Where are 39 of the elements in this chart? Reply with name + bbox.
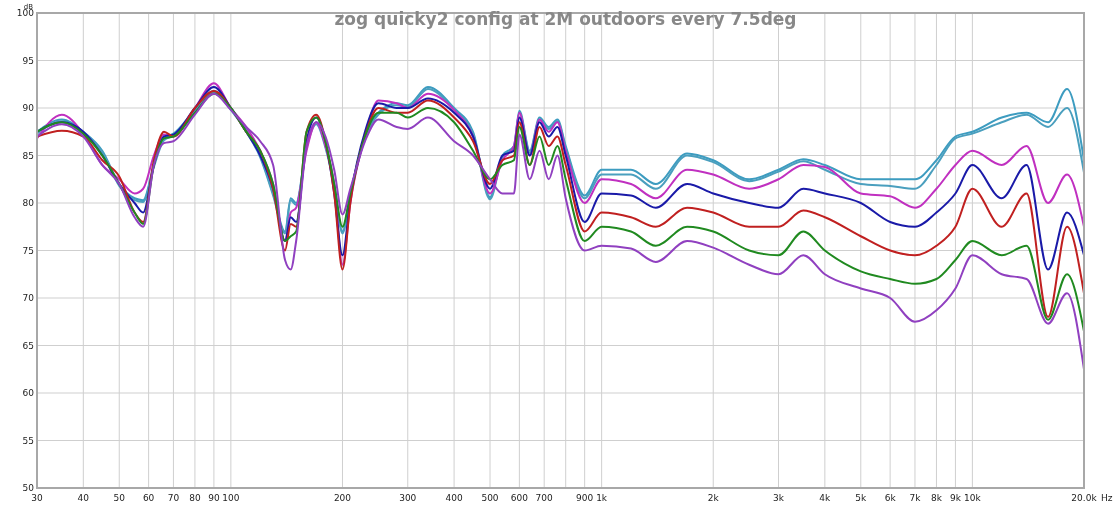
x-tick-label: 200 [333, 493, 352, 503]
x-tick-label: 60 [142, 493, 155, 503]
x-tick-label: 2k [707, 493, 720, 503]
x-tick-label: 400 [445, 493, 463, 503]
x-tick-label: 5k [855, 493, 868, 503]
y-tick-label: 55 [22, 435, 34, 446]
x-tick-label: 900 [576, 493, 594, 503]
x-tick-label: 50 [113, 493, 126, 503]
x-tick-label: 8k [930, 493, 943, 503]
x-tick-label: 7k [909, 493, 922, 503]
x-tick-label: 500 [481, 493, 499, 503]
y-tick-label: 85 [22, 150, 34, 161]
x-tick-label: 100 [222, 493, 240, 503]
y-tick-label: 95 [22, 55, 34, 66]
x-tick-label: 9k [949, 493, 962, 503]
y-tick-label: 100 [16, 8, 35, 18]
x-tick-label: 300 [399, 493, 417, 503]
y-tick-label: 75 [22, 245, 34, 256]
chart-title: zog quicky2 config at 2M outdoors every 7.5deg [334, 9, 797, 29]
x-tick-label: 6k [884, 493, 897, 503]
x-tick-label: 600 [510, 493, 529, 503]
y-tick-label: 65 [22, 340, 34, 351]
y-tick-label: 50 [22, 483, 35, 493]
x-tick-label: 80 [189, 493, 201, 503]
x-tick-label: 700 [535, 493, 554, 503]
x-tick-label: 40 [77, 493, 90, 503]
x-axis-title: Hz [1101, 493, 1113, 503]
x-tick-label: 70 [167, 493, 180, 503]
y-tick-label: 90 [22, 103, 35, 113]
x-tick-label: 4k [819, 493, 832, 503]
x-tick-label: 3k [773, 493, 785, 503]
y-tick-label: 80 [22, 198, 35, 208]
x-tick-label: 1k [596, 493, 608, 503]
x-tick-label: 20.0k [1071, 493, 1098, 503]
x-tick-label: 90 [208, 493, 220, 503]
y-tick-label: 70 [22, 293, 35, 303]
x-tick-label: 10k [964, 493, 982, 503]
x-tick-label: 30 [31, 493, 43, 503]
y-tick-label: 60 [22, 388, 35, 398]
